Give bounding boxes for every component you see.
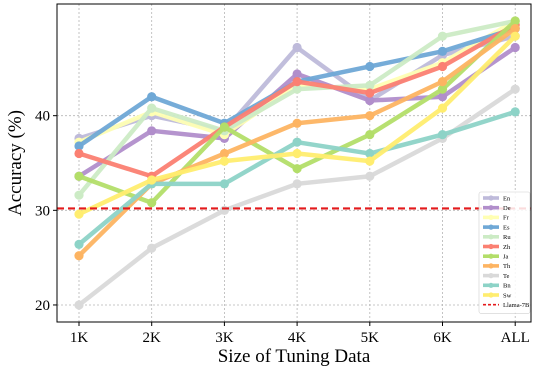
legend-label-bn: Bn	[503, 283, 511, 290]
data-point-sw	[437, 103, 448, 113]
data-point-th	[219, 148, 229, 159]
y-tick-label: 20	[35, 298, 50, 314]
data-point-ru	[74, 190, 84, 200]
data-point-ja	[74, 171, 84, 181]
data-point-te	[365, 171, 375, 181]
data-point-zh	[365, 88, 375, 98]
data-point-te	[147, 243, 157, 253]
data-point-sw	[74, 209, 84, 219]
legend-marker-ru	[488, 234, 494, 240]
legend-label-es: Es	[503, 224, 510, 231]
data-point-th	[74, 251, 84, 261]
data-point-de	[292, 69, 302, 79]
data-point-zh	[292, 77, 302, 87]
data-point-en	[292, 42, 302, 53]
data-point-th	[365, 111, 375, 121]
plot-frame	[56, 3, 532, 323]
data-point-sw	[219, 156, 229, 166]
legend-label-fr: Fr	[503, 215, 510, 222]
data-point-th	[510, 24, 520, 34]
legend-marker-en	[488, 195, 494, 201]
legend-label-th: Th	[503, 263, 511, 270]
legend-label-te: Te	[503, 273, 510, 280]
series-lines	[74, 16, 520, 310]
data-point-te	[74, 300, 84, 310]
x-tick-label: 1K	[70, 330, 89, 346]
data-point-ru	[365, 80, 375, 90]
x-tick-label: 2K	[143, 330, 162, 346]
legend-marker-es	[488, 224, 494, 230]
legend-label-zh: Zh	[503, 244, 511, 251]
data-point-ja	[292, 164, 302, 174]
data-point-de	[437, 92, 448, 102]
data-point-zh	[437, 61, 448, 72]
data-point-te	[510, 84, 520, 94]
data-point-th	[437, 77, 448, 87]
legend-marker-fr	[488, 214, 494, 220]
x-tick-label: 6K	[433, 330, 452, 346]
data-point-es	[437, 46, 448, 56]
legend-label-ru: Ru	[503, 234, 511, 241]
legend-marker-ja	[488, 253, 494, 259]
legend-label-en: En	[503, 195, 511, 202]
data-point-bn	[365, 148, 375, 159]
x-tick-label: 4K	[288, 330, 307, 346]
data-point-te	[292, 179, 302, 189]
data-point-de	[510, 42, 520, 53]
data-point-ja	[219, 122, 229, 132]
y-tick-label: 40	[35, 109, 50, 125]
data-point-bn	[74, 239, 84, 249]
legend-marker-te	[488, 273, 494, 279]
y-tick-label: 30	[35, 203, 50, 219]
legend-marker-de	[488, 205, 494, 211]
data-point-ja	[147, 198, 157, 208]
data-point-ja	[510, 16, 520, 26]
x-tick-label: ALL	[501, 330, 530, 346]
legend-label-de: De	[503, 205, 511, 212]
data-point-ru	[437, 31, 448, 41]
data-point-es	[74, 141, 84, 151]
data-point-th	[292, 118, 302, 128]
data-point-sw	[510, 31, 520, 41]
legend-label-reference: Llama-7B	[503, 302, 530, 309]
data-point-ru	[292, 84, 302, 94]
data-point-ja	[365, 130, 375, 140]
axes: 1K 2K 3K 4K 5K 6K ALL 20 30 40	[35, 109, 530, 346]
data-point-bn	[510, 107, 520, 117]
data-point-es	[365, 61, 375, 72]
data-point-de	[365, 95, 375, 106]
legend-marker-bn	[488, 282, 494, 288]
x-tick-label: 5K	[361, 330, 380, 346]
data-point-de	[147, 126, 157, 136]
legend-marker-zh	[488, 243, 494, 250]
y-axis-title: Accuracy (%)	[5, 110, 26, 216]
series-ja	[74, 16, 520, 208]
data-point-es	[147, 92, 157, 102]
data-point-te	[219, 205, 229, 215]
data-point-ja	[437, 84, 448, 94]
data-point-bn	[292, 137, 302, 147]
data-point-zh	[74, 148, 84, 159]
legend-marker-th	[488, 263, 494, 269]
data-point-bn	[437, 130, 448, 140]
legend-label-ja: Ja	[503, 254, 509, 261]
legend: En De Fr Es Ru Zh Ja Th Te Bn Sw Llama-7B	[478, 191, 531, 314]
legend-marker-sw	[488, 292, 494, 298]
x-tick-label: 3K	[215, 330, 234, 346]
data-point-sw	[147, 175, 157, 185]
data-point-ru	[147, 103, 157, 113]
data-point-sw	[292, 148, 302, 159]
data-point-sw	[365, 156, 375, 166]
data-point-bn	[219, 179, 229, 189]
x-axis-title: Size of Tuning Data	[218, 346, 371, 367]
series-sw	[74, 31, 520, 219]
legend-label-sw: Sw	[503, 292, 512, 299]
